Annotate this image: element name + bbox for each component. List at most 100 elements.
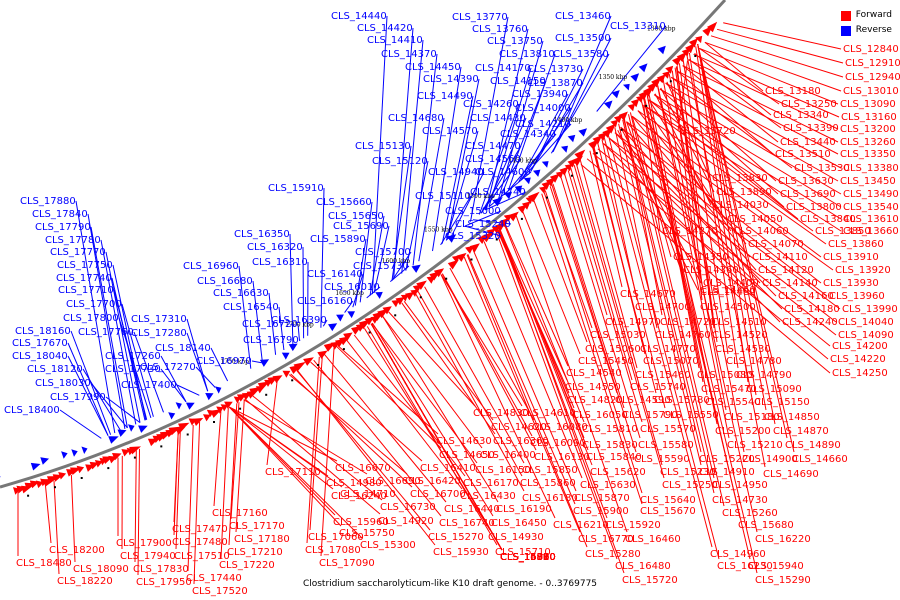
forward-gene-label: CLS_13160 (841, 112, 897, 123)
forward-gene (129, 446, 141, 455)
callout-line (297, 323, 300, 341)
feature-mark (317, 364, 320, 366)
forward-gene-label: CLS_14760 (655, 330, 711, 341)
callout-line (323, 353, 447, 503)
callout-line (668, 73, 745, 453)
callout-line (573, 164, 665, 479)
forward-gene (528, 191, 540, 203)
forward-gene-label: CLS_15630 (580, 480, 636, 491)
reverse-gene-label: CLS_16010 (324, 282, 380, 293)
reverse-gene (205, 393, 214, 401)
reverse-gene (561, 145, 568, 153)
callout-line (238, 265, 252, 369)
callout-line (176, 384, 200, 396)
forward-gene-label: CLS_14670 (620, 289, 676, 300)
reverse-gene (168, 412, 176, 420)
forward-gene-label: CLS_13530 (794, 163, 850, 174)
reverse-gene (523, 177, 531, 185)
callout-line (508, 133, 557, 191)
forward-gene-label: CLS_14250 (832, 368, 888, 379)
feature-mark (620, 128, 623, 131)
callout-line (533, 200, 588, 343)
forward-gene-label: CLS_17210 (227, 547, 283, 558)
callout-line (105, 251, 141, 423)
forward-gene-label: CLS_15300 (360, 540, 416, 551)
legend-forward-label: Forward (855, 10, 892, 20)
callout-line (694, 53, 772, 116)
kbp-tick-label: 1550 kbp (424, 227, 453, 234)
reverse-gene-label: CLS_14340 (500, 129, 556, 140)
reverse-gene (71, 449, 78, 457)
feature-mark (291, 379, 294, 382)
callout-line (682, 65, 779, 143)
callout-line (530, 82, 584, 172)
forward-gene (433, 268, 445, 278)
callout-line (309, 354, 323, 531)
callout-line (626, 121, 834, 271)
callout-line (614, 132, 828, 297)
reverse-gene (328, 323, 338, 332)
forward-gene-label: CLS_17510 (174, 551, 230, 562)
forward-gene (486, 228, 496, 237)
callout-line (82, 368, 122, 431)
reverse-gene (336, 314, 344, 322)
forward-gene-label: CLS_16130 (534, 452, 590, 463)
forward-gene-label: CLS_13920 (835, 265, 891, 276)
callout-line (322, 319, 328, 327)
forward-gene-label: CLS_15570 (640, 424, 696, 435)
forward-gene-label: CLS_13990 (842, 304, 898, 315)
callout-line (44, 483, 52, 544)
forward-gene-label: CLS_15070 (643, 356, 699, 367)
callout-line (229, 406, 334, 490)
forward-gene-label: CLS_15920 (605, 520, 661, 531)
callout-line (671, 76, 842, 169)
forward-gene-label: CLS_17060 (308, 532, 364, 543)
forward-gene-label: CLS_16410 (420, 463, 476, 474)
reverse-gene-label: CLS_14570 (422, 126, 478, 137)
reverse-gene-label: CLS_14680 (388, 113, 444, 124)
feature-mark (107, 467, 110, 470)
callout-line (623, 118, 715, 494)
forward-gene-label: CLS_14480 (700, 287, 756, 298)
reverse-gene-label: CLS_14410 (367, 35, 423, 46)
forward-gene-label: CLS_13250 (781, 99, 837, 110)
feature-mark (239, 407, 242, 410)
callout-line (682, 59, 729, 355)
callout-line (592, 147, 657, 394)
reverse-gene-label: CLS_14000 (515, 103, 571, 114)
callout-line (697, 44, 795, 453)
forward-gene-label: CLS_15930 (433, 547, 489, 558)
reverse-gene-label: CLS_14170 (475, 63, 531, 74)
reverse-gene-label: CLS_14370 (381, 49, 437, 60)
forward-gene-label: CLS_13610 (843, 214, 899, 225)
callout-line (405, 160, 429, 271)
forward-gene-label: CLS_14620 (491, 422, 547, 433)
forward-gene-label: CLS_13490 (843, 189, 899, 200)
feature-mark (265, 393, 268, 396)
forward-gene-label: CLS_12840 (843, 44, 899, 55)
reverse-gene-label: CLS_17780 (45, 235, 101, 246)
reverse-gene (288, 343, 298, 352)
forward-gene-label: CLS_13390 (783, 123, 839, 134)
reverse-gene-label: CLS_14450 (405, 62, 461, 73)
feature-mark (368, 331, 371, 334)
forward-gene (630, 98, 640, 108)
reverse-gene-label: CLS_17700 (66, 299, 122, 310)
callout-line (352, 273, 364, 308)
callout-line (441, 273, 533, 437)
forward-gene (627, 103, 635, 112)
callout-line (401, 39, 424, 274)
forward-gene-label: CLS_13450 (840, 176, 896, 187)
forward-gene-label: CLS_16730 (380, 502, 436, 513)
reverse-gene (175, 402, 182, 410)
callout-line (467, 254, 576, 505)
callout-line (121, 303, 154, 417)
forward-gene-label: CLS_16670 (335, 463, 391, 474)
forward-gene-label: CLS_15760 (500, 552, 556, 563)
forward-gene-label: CLS_14520 (712, 330, 768, 341)
forward-gene (539, 186, 547, 194)
reverse-gene (567, 134, 576, 143)
reverse-gene-label: CLS_17710 (58, 285, 114, 296)
forward-gene (499, 218, 510, 228)
forward-gene-label: CLS_18200 (49, 545, 105, 556)
